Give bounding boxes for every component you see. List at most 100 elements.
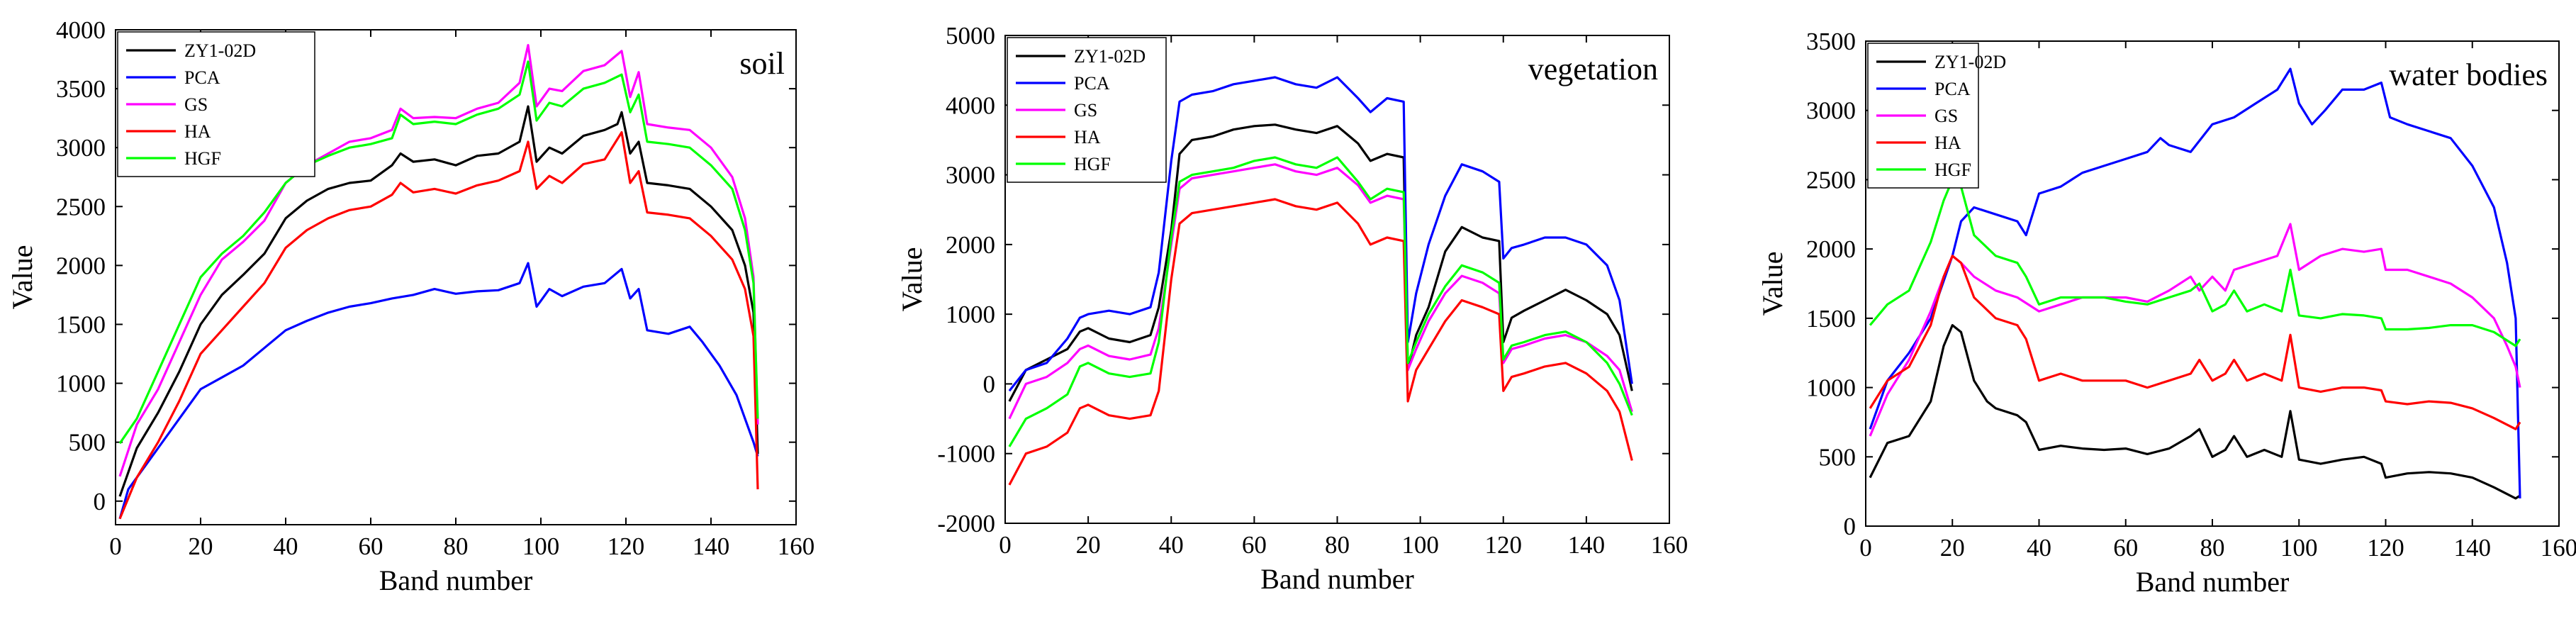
x-tick-label: 100: [2280, 534, 2318, 562]
soil-chart: 0 20 40 60 80 100 120 140 160 0 500 1000 1500 2000 250…: [6, 16, 814, 596]
x-tick-label: 100: [522, 532, 560, 560]
y-tick-label: 2000: [56, 252, 106, 279]
x-tick-label: 140: [1568, 531, 1606, 559]
legend-label-gs: GS: [1934, 106, 1958, 126]
y-tick-label: 4000: [946, 91, 995, 119]
x-tick-label: 60: [2113, 534, 2138, 562]
legend-label-ha: HA: [184, 121, 211, 142]
legend-label-zy1-02d: ZY1-02D: [184, 40, 256, 61]
y-tick-label: 2000: [946, 231, 995, 259]
x-axis-label: Band number: [1260, 563, 1414, 595]
x-tick-label: 20: [189, 532, 213, 560]
y-tick-label: 3500: [1806, 28, 1856, 55]
vegetation-chart: 0 20 40 60 80 100 120 140 160 -2000 -1000 0 1000 2000…: [896, 22, 1688, 595]
water-bodies-chart: 0 20 40 60 80 100 120 140 160 0 500 1000 1500 2000 250…: [1757, 28, 2576, 598]
series-lines: [118, 44, 759, 520]
series-line-pca: [118, 262, 759, 520]
x-tick-label: 20: [1076, 531, 1101, 559]
y-tick-label: 1500: [1806, 305, 1856, 333]
x-tick-label: 60: [359, 532, 383, 560]
y-tick-label: 1000: [56, 370, 106, 398]
y-tick-label: 1000: [946, 301, 995, 328]
x-axis-label: Band number: [379, 564, 533, 596]
y-tick-label: 2000: [1806, 235, 1856, 263]
series-lines: [1008, 76, 1633, 486]
y-tick-label: 500: [1819, 443, 1857, 471]
legend-label-zy1-02d: ZY1-02D: [1074, 46, 1146, 67]
legend-label-pca: PCA: [1934, 79, 1971, 99]
series-line-zy1-02d: [1869, 324, 2521, 500]
x-tick-label: 160: [1651, 531, 1689, 559]
y-tick-label: 0: [983, 370, 996, 398]
x-tick-label: 0: [999, 531, 1012, 559]
legend-label-pca: PCA: [184, 67, 220, 88]
x-tick-label: 20: [1940, 534, 1965, 562]
series-line-gs: [118, 44, 759, 477]
legend-label-zy1-02d: ZY1-02D: [1934, 52, 2006, 72]
y-tick-label: 1500: [56, 311, 106, 338]
series-line-ha: [118, 131, 759, 520]
series-line-gs: [1008, 163, 1633, 420]
series-line-ha: [1008, 198, 1633, 486]
y-tick-label: 3000: [56, 134, 106, 162]
y-tick-label: 2500: [56, 193, 106, 221]
y-tick-label: -1000: [937, 440, 995, 468]
y-axis-label: Value: [896, 247, 928, 311]
x-tick-label: 120: [2367, 534, 2404, 562]
panel-title: soil: [739, 46, 785, 81]
legend-label-gs: GS: [1074, 100, 1097, 121]
series-lines: [1869, 67, 2521, 500]
x-tick-label: 160: [778, 532, 815, 560]
series-line-hgf: [1869, 178, 2521, 347]
y-tick-label: 4000: [56, 16, 106, 44]
series-line-hgf: [1008, 156, 1633, 447]
legend-label-gs: GS: [184, 94, 208, 115]
legend-label-pca: PCA: [1074, 73, 1110, 94]
legend-label-ha: HA: [1074, 127, 1101, 147]
series-line-zy1-02d: [118, 105, 759, 497]
panel-title: water bodies: [2389, 57, 2548, 92]
x-axis-label: Band number: [2136, 566, 2290, 598]
x-tick-label: 140: [693, 532, 730, 560]
x-tick-label: 80: [444, 532, 469, 560]
panel-title: vegetation: [1528, 52, 1658, 87]
series-line-hgf: [118, 60, 759, 445]
y-tick-label: 3500: [56, 75, 106, 103]
series-line-ha: [1869, 255, 2521, 430]
x-tick-label: 80: [2200, 534, 2225, 562]
x-tick-label: 120: [1485, 531, 1523, 559]
legend-label-hgf: HGF: [184, 148, 221, 169]
x-tick-label: 40: [274, 532, 298, 560]
x-tick-label: 120: [607, 532, 645, 560]
legend-label-hgf: HGF: [1934, 160, 1971, 180]
x-tick-label: 40: [1159, 531, 1184, 559]
legend-label-ha: HA: [1934, 133, 1961, 153]
x-tick-label: 100: [1401, 531, 1439, 559]
legend: ZY1-02D PCA GS HA HGF: [1867, 43, 2006, 189]
x-tick-label: 60: [1242, 531, 1267, 559]
series-line-pca: [1008, 76, 1633, 392]
y-tick-label: -2000: [937, 510, 995, 537]
series-line-zy1-02d: [1008, 123, 1633, 402]
y-tick-label: 3000: [946, 162, 995, 189]
legend: ZY1-02D PCA GS HA HGF: [1007, 37, 1167, 183]
series-line-gs: [1869, 223, 2521, 437]
series-line-pca: [1869, 67, 2521, 498]
y-axis-label: Value: [6, 245, 38, 309]
y-tick-label: 3000: [1806, 97, 1856, 125]
y-tick-label: 5000: [946, 22, 995, 50]
legend-label-hgf: HGF: [1074, 154, 1111, 174]
x-tick-label: 140: [2454, 534, 2492, 562]
y-tick-label: 0: [94, 488, 106, 515]
legend: ZY1-02D PCA GS HA HGF: [117, 31, 315, 177]
x-tick-label: 40: [2027, 534, 2051, 562]
y-tick-label: 0: [1844, 513, 1857, 540]
y-tick-label: 2500: [1806, 166, 1856, 194]
y-tick-label: 1000: [1806, 374, 1856, 402]
x-tick-label: 0: [109, 532, 122, 560]
y-axis-label: Value: [1757, 251, 1788, 316]
x-tick-label: 80: [1325, 531, 1350, 559]
x-tick-label: 160: [2541, 534, 2576, 562]
y-tick-label: 500: [69, 429, 106, 457]
